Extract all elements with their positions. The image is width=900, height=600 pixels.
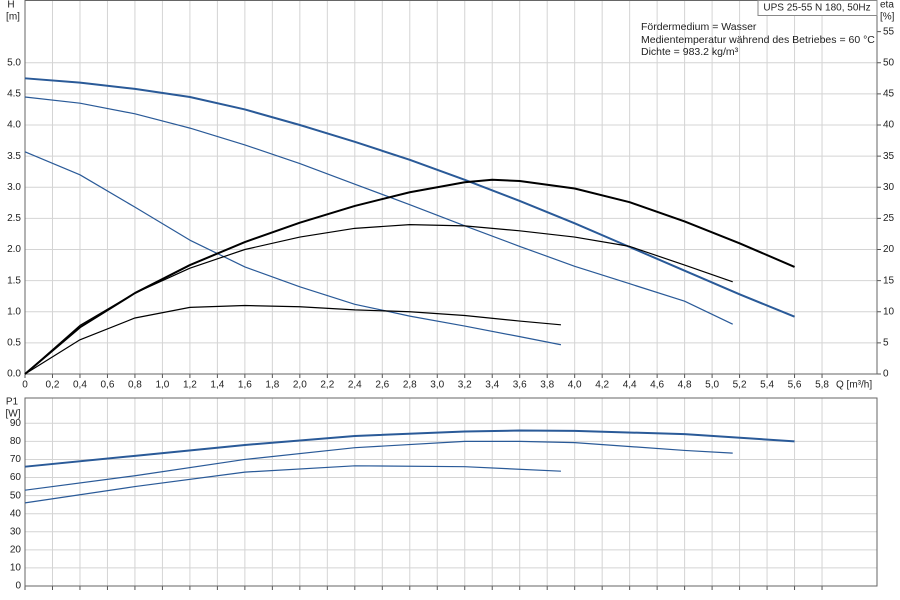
plot-area (24, 397, 878, 587)
y-tick-label: 10 (10, 563, 22, 574)
annotation: Fördermedium = Wasser (641, 21, 757, 33)
y-tick-label: 3.0 (7, 182, 21, 193)
x-tick-label: 4,6 (650, 380, 664, 391)
title-box (757, 0, 878, 16)
y2-tick-label: 15 (883, 275, 895, 286)
y-axis-unit: [W] (6, 409, 21, 420)
y-tick-label: 1.5 (7, 275, 21, 286)
x-tick-label: 1,6 (238, 380, 252, 391)
x-tick-label: 2,2 (320, 380, 334, 391)
y-tick-label: 3.5 (7, 151, 21, 162)
x-tick-label: 5,2 (733, 380, 747, 391)
x-tick-label: 1,2 (183, 380, 197, 391)
x-tick-label: 2,8 (403, 380, 417, 391)
y-axis-label: P1 (6, 397, 19, 408)
x-tick-label: 0,6 (100, 380, 114, 391)
y-tick-label: 5.0 (7, 57, 21, 68)
y2-tick-label: 0 (883, 369, 889, 380)
y-axis-unit: [m] (6, 12, 20, 23)
plot-frame (24, 397, 878, 587)
x-tick-label: 4,8 (678, 380, 692, 391)
x-tick-label: 3,4 (485, 380, 499, 391)
curve (24, 440, 733, 491)
curve (24, 224, 733, 375)
y-tick-label: 20 (10, 544, 22, 555)
y-tick-label: 4.0 (7, 120, 21, 131)
y2-axis-unit: [%] (880, 12, 895, 23)
y-tick-label: 2.5 (7, 213, 21, 224)
x-tick-label: 2,4 (348, 380, 362, 391)
x-tick-label: 0,8 (128, 380, 142, 391)
x-tick-label: 0,2 (46, 380, 60, 391)
x-tick-label: 4,2 (595, 380, 609, 391)
y2-tick-label: 55 (883, 26, 895, 37)
x-tick-label: 5,6 (788, 380, 802, 391)
y-tick-label: 0 (15, 581, 21, 592)
x-tick-label: 3,0 (430, 380, 444, 391)
curve (24, 77, 795, 318)
y2-tick-label: 35 (883, 151, 895, 162)
x-tick-label: 4,4 (623, 380, 637, 391)
y2-tick-label: 40 (883, 120, 895, 131)
x-tick-label: 1,8 (265, 380, 279, 391)
y2-tick-label: 30 (883, 182, 895, 193)
y-tick-label: 4.5 (7, 89, 21, 100)
curve (24, 96, 733, 325)
curve (24, 465, 561, 504)
y-tick-label: 90 (10, 418, 22, 429)
y-tick-label: 0.5 (7, 338, 21, 349)
x-tick-label: 0,4 (73, 380, 87, 391)
plot-frame (24, 0, 878, 375)
y-tick-label: 80 (10, 436, 22, 447)
chart-title: UPS 25-55 N 180, 50Hz (763, 3, 870, 14)
x-tick-label: 3,8 (540, 380, 554, 391)
y2-axis-label: eta (880, 0, 894, 11)
y2-tick-label: 5 (883, 338, 889, 349)
x-tick-label: 2,6 (375, 380, 389, 391)
y-tick-label: 60 (10, 472, 22, 483)
x-tick-label: 0 (22, 380, 28, 391)
annotation: Medientemperatur während des Betriebes =… (641, 34, 875, 46)
x-tick-label: 3,2 (458, 380, 472, 391)
y-tick-label: 2.0 (7, 244, 21, 255)
y2-tick-label: 45 (883, 89, 895, 100)
x-tick-label: 1,4 (210, 380, 224, 391)
x-tick-label: 5,0 (705, 380, 719, 391)
curve (24, 151, 562, 346)
curve (24, 178, 795, 375)
y2-tick-label: 25 (883, 213, 895, 224)
x-tick-label: 5,4 (760, 380, 774, 391)
y-tick-label: 1.0 (7, 306, 21, 317)
y-tick-label: 70 (10, 454, 22, 465)
curve (24, 429, 795, 468)
x-tick-label: 1,0 (155, 380, 169, 391)
x-tick-label: 4,0 (568, 380, 582, 391)
x-tick-label: 3,6 (513, 380, 527, 391)
curve (24, 304, 561, 375)
y-axis-label: H (7, 0, 14, 11)
y-tick-label: 40 (10, 508, 22, 519)
y-tick-label: 50 (10, 490, 22, 501)
x-tick-label: 5,8 (815, 380, 829, 391)
y-tick-label: 0.0 (7, 369, 21, 380)
x-axis-label: Q [m³/h] (836, 380, 872, 391)
y2-tick-label: 10 (883, 306, 895, 317)
x-tick-label: 2,0 (293, 380, 307, 391)
y2-tick-label: 20 (883, 244, 895, 255)
y-tick-label: 30 (10, 526, 22, 537)
y2-tick-label: 50 (883, 57, 895, 68)
annotation: Dichte = 983.2 kg/m³ (641, 46, 739, 58)
